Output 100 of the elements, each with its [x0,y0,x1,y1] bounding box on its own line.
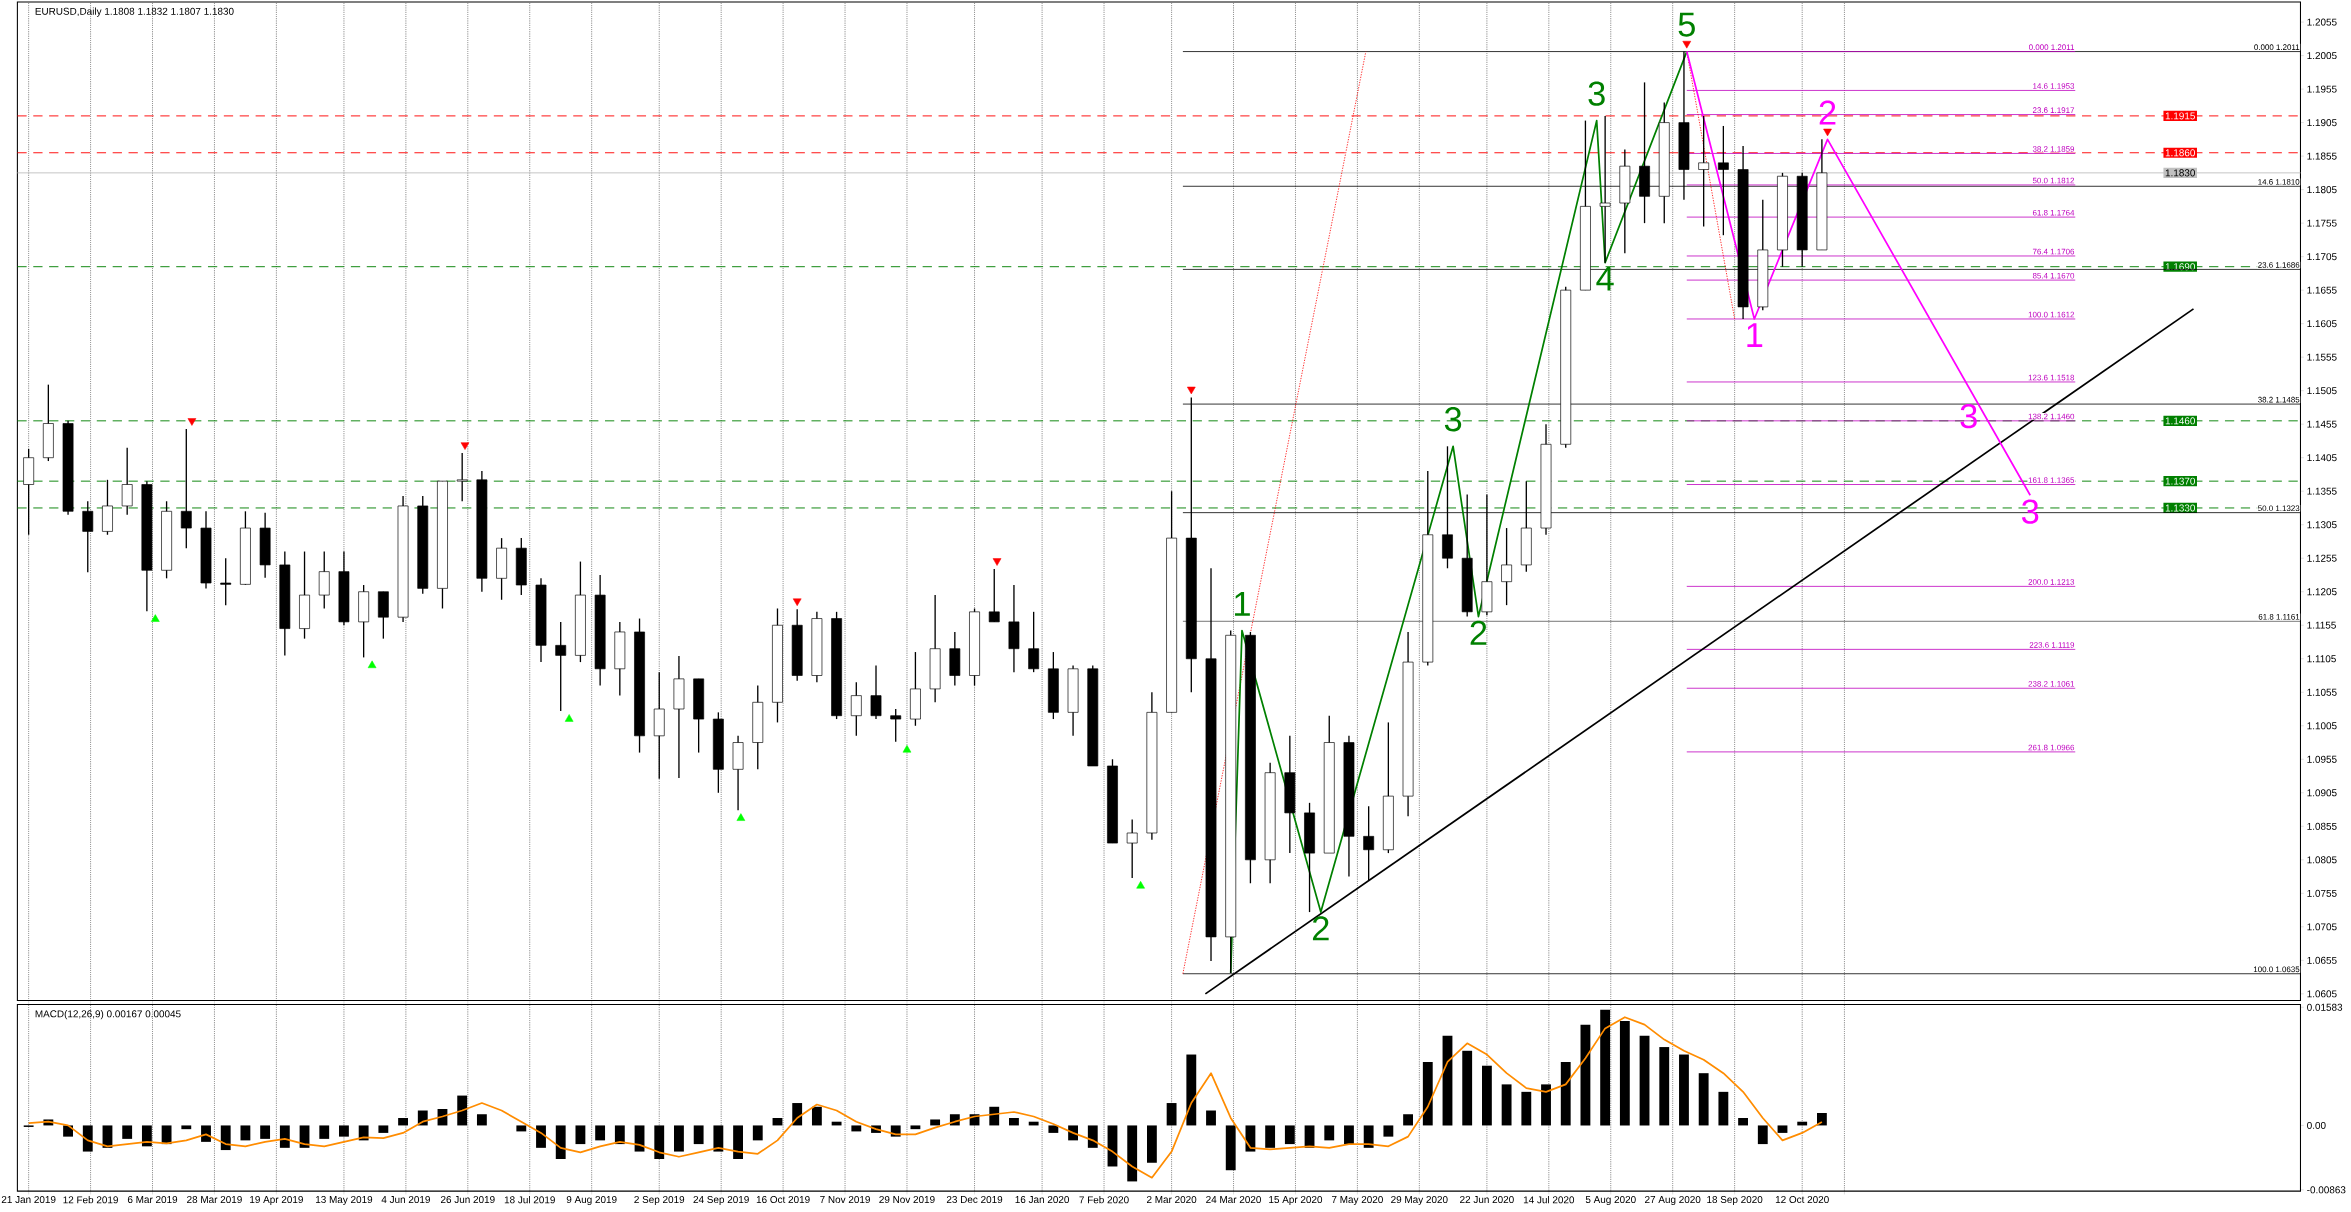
text: MACD(12,26,9) 0.00167 0.00045 [35,1010,181,1020]
y-tick-label: 1.1105 [2307,655,2336,663]
candlestick [988,568,1000,623]
annotation: 1 [1235,592,1250,616]
bar [476,1114,487,1126]
bar [1777,1125,1788,1133]
x-tick-label: 18 Jul 2019 [504,1196,555,1204]
bar [240,1125,251,1141]
candlestick [1363,805,1375,881]
bar [1462,1050,1473,1126]
bar [122,1125,133,1139]
x-tick-label: 7 Nov 2019 [820,1196,870,1204]
bar [398,1117,408,1126]
x-tick-label: 2 Mar 2020 [1146,1196,1197,1204]
point [187,418,197,426]
y-tick-label: 1.1055 [2307,688,2337,696]
bar [1738,1117,1748,1126]
bar [595,1125,606,1141]
annotation: 5 [1678,12,1695,37]
bar [1284,1125,1295,1145]
y-tick-label: -0.00863 [2307,1186,2346,1194]
bar [752,1125,763,1141]
candlestick [456,452,468,502]
x-tick-label: 7 May 2020 [1331,1196,1383,1206]
bar [1166,1103,1177,1126]
y-tick-label: 1.2005 [2307,52,2337,60]
text: EURUSD,Daily 1.1808 1.1832 1.1807 1.1830 [35,7,234,17]
y-tick-label: 1.1805 [2307,186,2337,194]
y-tick-label: 1.0805 [2307,856,2337,864]
y-tick-label: 1.0605 [2307,990,2337,998]
y-tick-label: 1.1605 [2307,320,2337,328]
ref-line-label: 1.1690 [2165,263,2195,271]
candlestick [890,708,902,743]
y-tick-label: 1.0755 [2307,889,2337,897]
bar [1521,1091,1532,1126]
candlestick [870,664,882,720]
bar [319,1125,330,1139]
bar [1363,1125,1374,1148]
bar [811,1106,822,1126]
bar [1600,1009,1611,1126]
bar [674,1125,684,1152]
x-tick-label: 12 Oct 2020 [1775,1196,1829,1204]
annotation: 1 [1747,323,1763,347]
annotation: 2 [1312,916,1329,941]
y-tick-label: 1.1255 [2307,554,2337,562]
y-tick-label: 1.1705 [2307,253,2337,261]
bar [1619,1020,1630,1126]
candlestick [555,621,567,712]
y-tick-label: 1.1905 [2307,119,2337,127]
bar [1265,1125,1276,1148]
annotation: 3 [1444,407,1462,432]
candlestick [1028,611,1040,673]
bar [693,1125,704,1145]
point [151,614,160,622]
bar [358,1125,369,1141]
bar [1344,1125,1354,1145]
bar [141,1125,152,1147]
y-tick-label: 1.1955 [2307,85,2337,93]
bar [516,1125,527,1132]
bar [930,1119,941,1126]
y-tick-label: 0.00 [2307,1121,2326,1129]
x-tick-label: 22 Jun 2020 [1460,1196,1514,1204]
bar [1383,1125,1394,1137]
x-tick-label: 12 Feb 2019 [63,1196,118,1204]
x-tick-label: 9 Aug 2019 [566,1196,617,1206]
bar [910,1125,921,1130]
bar [1659,1047,1670,1126]
y-tick-label: 1.1505 [2307,387,2337,395]
x-tick-label: 29 May 2020 [1391,1196,1448,1206]
bar [1245,1125,1256,1152]
bar [1403,1114,1413,1126]
bar [1146,1125,1157,1163]
bar [279,1125,290,1148]
bar [733,1125,743,1160]
y-tick-label: 1.1755 [2307,219,2337,227]
bar [1127,1125,1138,1182]
x-tick-label: 23 Dec 2019 [946,1196,1003,1204]
bar [1087,1125,1098,1148]
y-tick-label: 1.1555 [2307,353,2337,361]
candlestick [121,447,133,516]
bar [1009,1117,1019,1126]
x-tick-label: 19 Apr 2019 [250,1196,303,1206]
ref-line-label: 1.1915 [2165,112,2195,120]
ref-line-label: 1.1460 [2165,417,2195,425]
x-tick-label: 2 Sep 2019 [634,1196,685,1206]
bar [82,1125,93,1152]
bar [260,1125,271,1139]
y-tick-label: 1.2055 [2307,18,2337,26]
y-tick-label: 1.1655 [2307,286,2337,294]
point [460,442,470,450]
point [792,598,802,607]
y-tick-label: 1.1005 [2307,722,2337,730]
bar [1639,1035,1650,1126]
x-tick-label: 7 Feb 2020 [1079,1196,1129,1204]
y-tick-label: 1.1855 [2307,152,2337,160]
bar [1718,1091,1729,1126]
x-tick-label: 18 Sep 2020 [1707,1196,1763,1206]
bar [378,1125,389,1133]
y-tick-label: 1.0655 [2307,956,2337,964]
annotation: 3 [1588,81,1605,106]
